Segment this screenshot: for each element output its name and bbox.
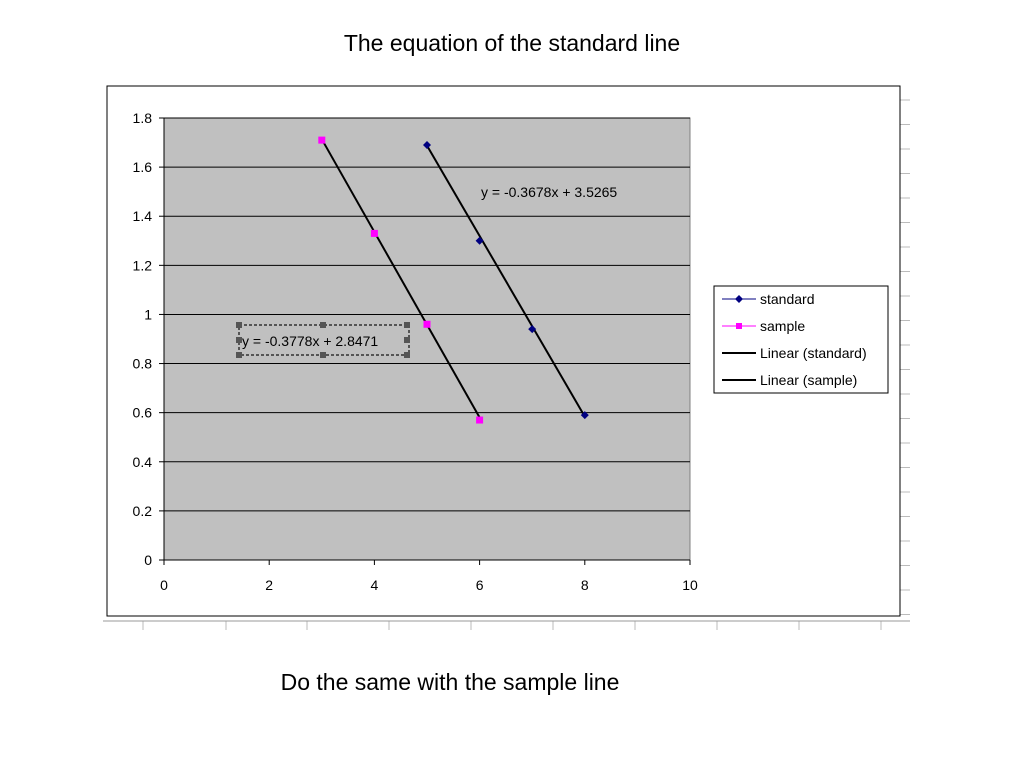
- y-gridlines: [164, 117, 690, 512]
- trendlines: [320, 138, 586, 418]
- x-tick-label: 6: [476, 577, 484, 593]
- data-point-sample[interactable]: [476, 416, 484, 424]
- legend-item-linear-sample: Linear (sample): [722, 372, 857, 388]
- x-tick-label: 4: [371, 577, 379, 593]
- legend-label: sample: [760, 318, 805, 334]
- data-point-standard[interactable]: [580, 411, 589, 420]
- y-tick-label: 1.2: [133, 257, 153, 273]
- slide-footer: Do the same with the sample line: [280, 669, 620, 695]
- y-tick-label: 1: [144, 306, 152, 322]
- y-tick-label: 1.4: [133, 208, 153, 224]
- legend-label: standard: [760, 291, 814, 307]
- y-tick-label: 0: [144, 552, 152, 568]
- sheet-gridlines: [142, 99, 910, 630]
- plot-area[interactable]: [163, 117, 691, 561]
- legend[interactable]: standard sample Linear (standard) Linear…: [713, 285, 889, 394]
- y-tick-label: 0.8: [133, 356, 153, 372]
- sample-equation-label-box[interactable]: y = -0.3778x + 2.8471: [236, 322, 410, 358]
- x-axis: 0 2 4 6 8 10: [160, 559, 698, 593]
- legend-item-standard: standard: [722, 291, 814, 307]
- y-tick-label: 1.8: [133, 110, 153, 126]
- y-tick-label: 0.6: [133, 405, 153, 421]
- y-axis: 0 0.2 0.4 0.6 0.8 1 1.2 1.4 1.6 1.8: [133, 110, 165, 568]
- data-point-standard[interactable]: [528, 325, 537, 334]
- sample-equation-label: y = -0.3778x + 2.8471: [242, 333, 378, 349]
- y-tick-label: 1.6: [133, 159, 153, 175]
- series-markers: [318, 136, 589, 424]
- y-tick-label: 0.2: [133, 503, 153, 519]
- x-tick-label: 10: [682, 577, 698, 593]
- trendline-sample[interactable]: [320, 138, 481, 418]
- data-point-sample[interactable]: [318, 136, 326, 144]
- data-point-sample[interactable]: [423, 320, 431, 328]
- legend-label: Linear (standard): [760, 345, 867, 361]
- standard-equation-label[interactable]: y = -0.3678x + 3.5265: [481, 184, 617, 200]
- x-tick-label: 2: [265, 577, 273, 593]
- slide-title: The equation of the standard line: [343, 30, 681, 56]
- legend-label: Linear (sample): [760, 372, 857, 388]
- diamond-marker-icon: [735, 295, 743, 303]
- legend-item-linear-standard: Linear (standard): [722, 345, 867, 361]
- y-tick-label: 0.4: [133, 454, 153, 470]
- legend-item-sample: sample: [722, 318, 805, 334]
- data-point-standard[interactable]: [423, 141, 431, 150]
- square-marker-icon: [736, 323, 742, 329]
- data-point-sample[interactable]: [370, 229, 378, 237]
- x-tick-label: 0: [160, 577, 168, 593]
- trendline-standard[interactable]: [426, 145, 586, 418]
- x-tick-label: 8: [581, 577, 589, 593]
- data-point-standard[interactable]: [475, 236, 484, 245]
